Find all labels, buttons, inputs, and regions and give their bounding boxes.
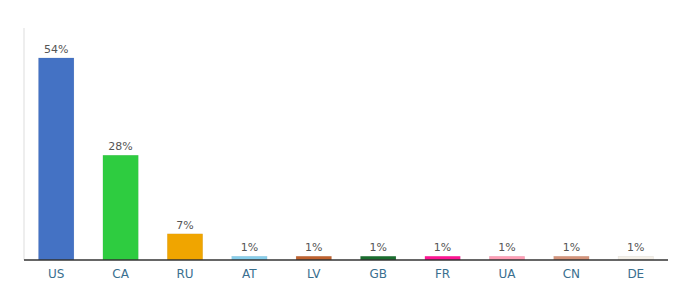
x-tick-label: RU — [176, 267, 193, 281]
labels: 54% US 28% CA 7% RU 1% AT 1% LV 1% GB 1% FR 1% UA 1% CN 1%… — [44, 43, 645, 281]
x-tick-label: CN — [563, 267, 580, 281]
data-label: 54% — [44, 43, 68, 56]
x-tick-label: AT — [242, 267, 257, 281]
x-tick-label: US — [48, 267, 64, 281]
bars — [38, 58, 653, 260]
data-label: 7% — [176, 219, 193, 232]
x-tick-label: FR — [435, 267, 450, 281]
chart: 54% US 28% CA 7% RU 1% AT 1% LV 1% GB 1% FR 1% UA 1% CN 1%… — [0, 0, 680, 300]
bar — [167, 234, 202, 260]
chart-container: 54% US 28% CA 7% RU 1% AT 1% LV 1% GB 1% FR 1% UA 1% CN 1%… — [0, 0, 680, 300]
bar — [103, 155, 138, 260]
y-axis-line — [24, 28, 25, 260]
x-tick-label: CA — [112, 267, 129, 281]
x-tick-label: LV — [307, 267, 321, 281]
data-label: 28% — [108, 140, 132, 153]
data-label: 1% — [627, 241, 644, 254]
x-tick-label: UA — [499, 267, 517, 281]
x-tick-label: DE — [627, 267, 644, 281]
data-label: 1% — [563, 241, 580, 254]
x-tick-label: GB — [369, 267, 387, 281]
data-label: 1% — [498, 241, 515, 254]
x-axis-line — [24, 259, 668, 261]
data-label: 1% — [305, 241, 322, 254]
data-label: 1% — [241, 241, 258, 254]
data-label: 1% — [369, 241, 386, 254]
bar — [38, 58, 73, 260]
data-label: 1% — [434, 241, 451, 254]
